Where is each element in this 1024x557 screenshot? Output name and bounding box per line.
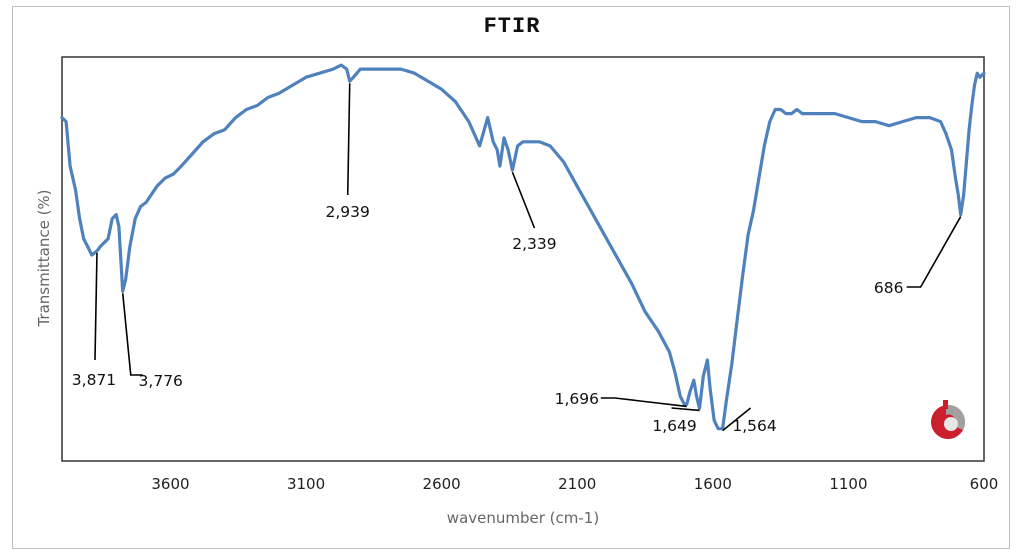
publisher-logo-icon xyxy=(931,400,966,439)
peak-label: 3,776 xyxy=(139,372,183,390)
peak-label: 2,939 xyxy=(326,203,370,221)
peak-annotations: 3,871 3,776 2,939 2,339 1,696 1,649 1,564 686 xyxy=(72,83,962,435)
x-tick-label: 2100 xyxy=(558,475,596,493)
plot-area xyxy=(61,56,985,462)
annotation-leader-line xyxy=(121,293,143,376)
x-axis-label: wavenumber (cm-1) xyxy=(447,509,599,527)
annotation-leader-line xyxy=(346,83,351,196)
peak-label: 1,649 xyxy=(652,417,696,435)
peak-label: 1,564 xyxy=(732,417,776,435)
chart-title: FTIR xyxy=(483,14,541,39)
annotation-leader-line xyxy=(511,171,536,229)
peak-label: 1,696 xyxy=(555,390,599,408)
x-tick-label: 2600 xyxy=(423,475,461,493)
peak-label: 2,339 xyxy=(512,235,556,253)
transmittance-line xyxy=(60,63,986,431)
peak-label: 686 xyxy=(874,279,904,297)
x-tick-label: 1100 xyxy=(829,475,867,493)
chart-frame xyxy=(12,6,1010,549)
x-tick-label: 3100 xyxy=(287,475,325,493)
annotation-leader-line xyxy=(600,397,687,408)
y-axis-label: Transmittance (%) xyxy=(35,189,53,327)
x-tick-labels: 3600 3100 2600 2100 1600 1100 600 xyxy=(151,475,998,493)
peak-label: 3,871 xyxy=(72,371,116,389)
x-tick-label: 1600 xyxy=(694,475,732,493)
annotation-leader-line xyxy=(722,407,752,432)
x-tick-label: 600 xyxy=(970,475,999,493)
annotation-leader-line xyxy=(906,216,962,288)
annotation-leader-line xyxy=(94,252,98,361)
annotation-leader-line xyxy=(671,407,700,412)
x-tick-label: 3600 xyxy=(151,475,189,493)
